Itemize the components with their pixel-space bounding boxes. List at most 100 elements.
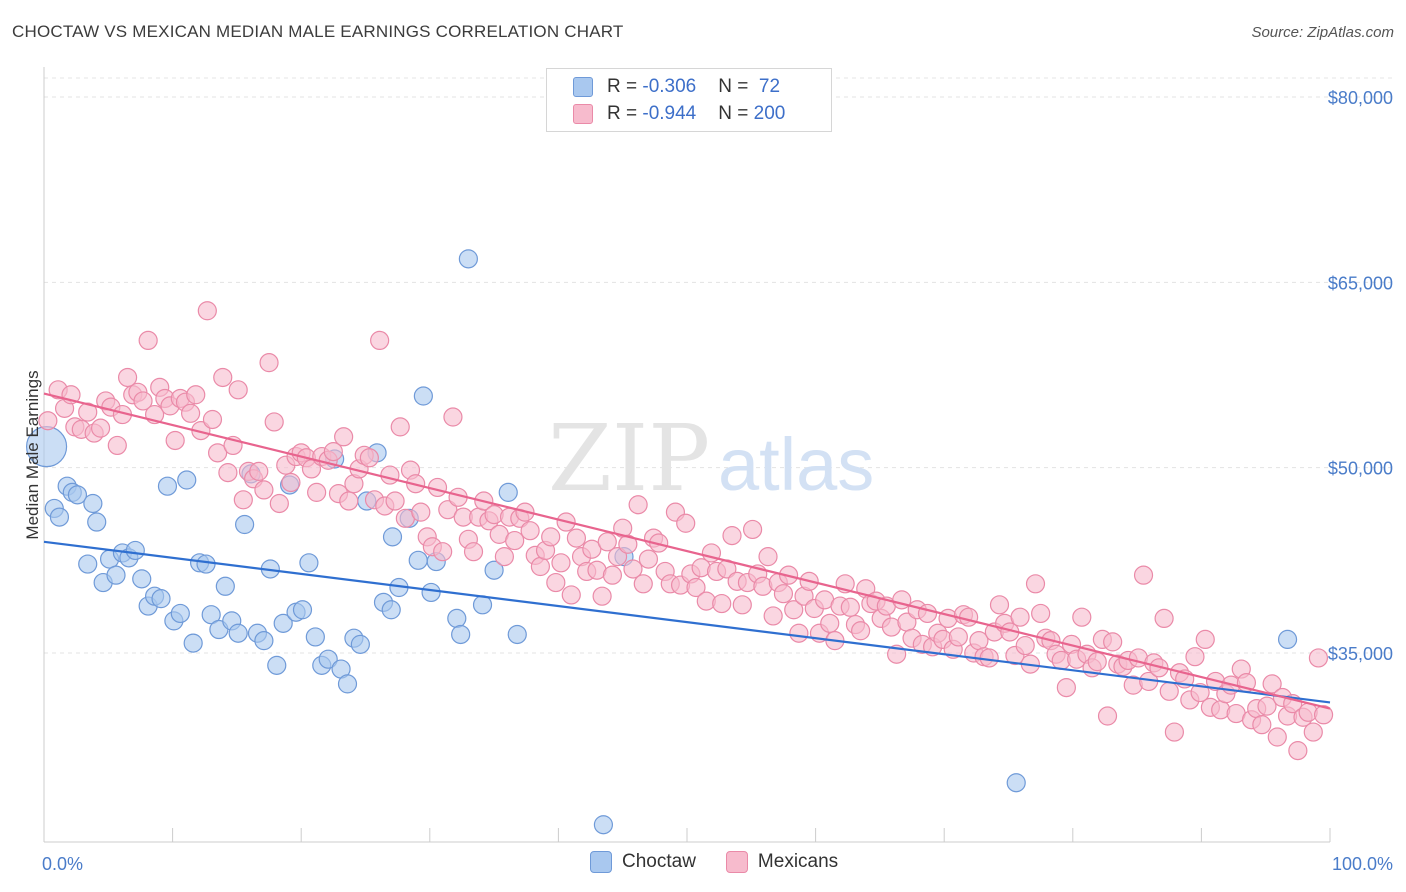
mexican-point xyxy=(334,427,354,447)
watermark-zip: ZIP xyxy=(548,405,710,512)
mexican-point xyxy=(165,430,185,451)
choctaw-point xyxy=(177,470,197,490)
choctaw-point xyxy=(273,613,293,633)
mexican-point xyxy=(551,553,571,573)
mexican-point xyxy=(1252,715,1272,735)
legend-label-mexicans: Mexicans xyxy=(757,851,839,872)
correlation-legend: R = -0.306 N = 72 R = -0.944 N = 200 xyxy=(546,68,832,132)
mexican-point xyxy=(633,574,653,594)
mexican-point xyxy=(1257,696,1277,716)
choctaw-point xyxy=(381,600,401,620)
mexican-point xyxy=(1097,706,1118,726)
mexican-point xyxy=(208,443,228,463)
mexican-point xyxy=(948,627,968,647)
mexican-point xyxy=(732,595,752,615)
y-tick-label: $80,000 xyxy=(1328,88,1393,108)
legend-item-choctaw[interactable]: Choctaw xyxy=(590,851,696,873)
mexican-point xyxy=(370,330,390,351)
mexican-point xyxy=(784,600,804,620)
mexican-point xyxy=(686,577,706,598)
choctaw-point xyxy=(201,605,221,625)
legend-item-mexicans[interactable]: Mexicans xyxy=(725,851,839,873)
mexican-point xyxy=(307,482,327,502)
source-label: Source: ZipAtlas.com xyxy=(1251,24,1394,41)
choctaw-point xyxy=(408,550,428,570)
mexican-point xyxy=(249,461,269,481)
mexican-point xyxy=(380,465,400,485)
choctaw-point xyxy=(49,507,70,527)
choctaw-swatch xyxy=(573,77,593,97)
choctaw-point xyxy=(196,554,216,574)
choctaw-point xyxy=(183,633,203,653)
x-tick-label-max: 100.0% xyxy=(1332,854,1393,874)
choctaw-point xyxy=(305,627,325,647)
choctaw-point xyxy=(451,624,471,645)
mexican-point xyxy=(607,547,628,567)
mexican-point xyxy=(1056,677,1076,698)
choctaw-point xyxy=(593,815,614,835)
legend-n-value: 72 xyxy=(753,76,781,97)
mexican-point xyxy=(742,519,763,540)
mexican-point xyxy=(597,532,617,552)
mexican-point xyxy=(1133,565,1154,585)
mexican-trendline xyxy=(43,392,1331,710)
mexican-point xyxy=(505,530,525,551)
mexican-point xyxy=(323,442,343,462)
mexican-point xyxy=(197,301,217,321)
mexican-point xyxy=(1154,608,1174,629)
legend-n-label: N = xyxy=(718,103,754,124)
mexican-point xyxy=(494,547,514,567)
mexican-point xyxy=(181,403,201,423)
y-tick-label: $65,000 xyxy=(1328,273,1393,293)
choctaw-point xyxy=(67,485,88,505)
mexican-point xyxy=(90,418,111,438)
mexican-point xyxy=(117,367,138,388)
choctaw-point xyxy=(413,386,433,406)
choctaw-point xyxy=(83,493,103,514)
mexican-point xyxy=(1072,607,1092,627)
mexican-point xyxy=(1288,741,1308,761)
mexican-point xyxy=(1164,722,1184,742)
choctaw-point xyxy=(472,595,493,615)
mexican-point xyxy=(722,526,742,546)
mexican-point xyxy=(582,539,602,559)
y-tick-label: $50,000 xyxy=(1328,459,1393,479)
mexican-point xyxy=(433,542,453,562)
mexican-point xyxy=(989,595,1010,615)
mexican-point xyxy=(443,407,463,427)
choctaw-point xyxy=(292,600,313,620)
choctaw-point xyxy=(421,582,441,603)
mexican-point xyxy=(213,367,233,388)
y-axis-label: Median Male Earnings xyxy=(23,370,42,539)
choctaw-point xyxy=(228,623,248,643)
mexican-point xyxy=(1087,652,1107,672)
legend-row-choctaw: R = -0.306 N = 72 xyxy=(573,74,780,100)
mexican-point xyxy=(339,491,359,511)
mexican-point xyxy=(618,534,638,554)
choctaw-point xyxy=(125,540,145,561)
y-tick-labels: $35,000 $50,000 $65,000 $80,000 xyxy=(1328,88,1393,664)
choctaw-points xyxy=(25,249,1298,835)
choctaw-point xyxy=(215,576,235,596)
mexican-point xyxy=(676,513,696,533)
mexican-point xyxy=(385,491,405,511)
mexican-point xyxy=(979,648,999,668)
mexican-point xyxy=(281,472,301,493)
mexican-point xyxy=(541,527,561,547)
mexican-point xyxy=(546,572,566,593)
mexican-point xyxy=(218,463,238,483)
mexican-point xyxy=(1195,629,1215,650)
legend-n-value: 200 xyxy=(753,103,786,124)
choctaw-point xyxy=(484,560,504,580)
y-tick-label: $35,000 xyxy=(1328,644,1393,664)
mexican-point xyxy=(773,584,794,604)
mexican-point xyxy=(763,606,783,626)
mexican-point xyxy=(917,603,938,624)
mexican-point xyxy=(602,565,623,585)
legend-n-label: N = xyxy=(718,76,754,97)
mexican-point xyxy=(820,613,840,633)
mexican-point xyxy=(758,547,778,567)
mexican-points xyxy=(38,301,1334,761)
mexican-point xyxy=(228,380,248,400)
